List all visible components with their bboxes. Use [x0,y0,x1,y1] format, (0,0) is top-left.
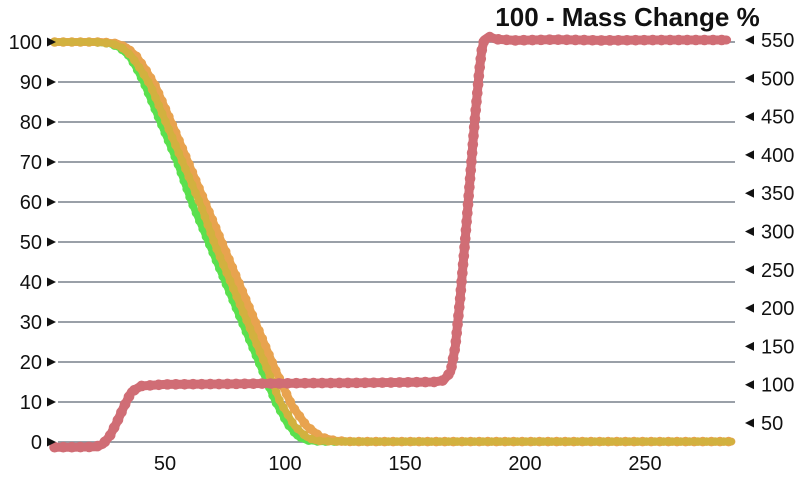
left-tick-arrow-icon [47,37,56,47]
x-axis-tick-label: 200 [508,453,541,475]
right-tick-arrow-icon [745,73,754,83]
left-axis-tick-label: 90 [20,72,42,94]
left-tick-arrow-icon [47,277,56,287]
right-tick-arrow-icon [745,227,754,236]
left-axis-tick-label: 40 [20,272,42,294]
right-tick-arrow-icon [745,341,754,351]
left-tick-arrow-icon [47,157,56,167]
right-axis-tick-label: 250 [761,260,794,282]
left-axis-tick-label: 70 [20,152,42,174]
right-axis-tick-label: 550 [761,30,794,52]
right-axis-tick-label: 400 [761,145,794,167]
right-tick-arrow-icon [745,112,754,122]
right-axis-tick-label: 300 [761,222,794,244]
right-axis-tick-label: 450 [761,107,794,129]
x-axis-tick-label: 50 [154,453,176,475]
left-axis-tick-label: 60 [20,192,42,214]
left-tick-arrow-icon [47,357,56,367]
right-tick-arrow-icon [745,303,754,313]
left-axis-tick-label: 30 [20,312,42,334]
x-axis-tick-label: 250 [628,453,661,475]
left-axis-tick-label: 0 [31,432,42,454]
right-tick-arrow-icon [745,188,754,198]
left-axis-tick-label: 20 [20,352,42,374]
left-axis-tick-label: 100 [9,32,42,54]
left-tick-arrow-icon [47,77,56,87]
right-tick-arrow-icon [745,418,754,428]
right-axis-tick-label: 150 [761,336,794,358]
series-yellow-markers [50,37,736,446]
right-tick-arrow-icon [745,35,754,45]
right-axis-tick-label: 200 [761,298,794,320]
left-tick-arrow-icon [47,237,56,247]
chart-title: 100 - Mass Change % [495,2,760,32]
left-axis-tick-label: 50 [20,232,42,254]
x-axis-tick-label: 100 [268,453,301,475]
right-tick-arrow-icon [745,150,754,160]
series-red-markers [49,31,732,453]
x-axis-tick-label: 150 [388,453,421,475]
left-tick-arrow-icon [47,197,56,207]
left-tick-arrow-icon [47,437,56,447]
right-tick-arrow-icon [745,265,754,275]
right-axis-tick-label: 50 [761,413,783,435]
left-tick-arrow-icon [47,117,56,127]
left-axis-tick-label: 80 [20,112,42,134]
right-axis-tick-label: 350 [761,183,794,205]
right-axis-tick-label: 500 [761,68,794,90]
left-tick-arrow-icon [47,397,56,407]
right-axis-tick-label: 100 [761,375,794,397]
left-tick-arrow-icon [47,317,56,327]
right-tick-arrow-icon [745,380,754,390]
left-axis-tick-label: 10 [20,392,42,414]
